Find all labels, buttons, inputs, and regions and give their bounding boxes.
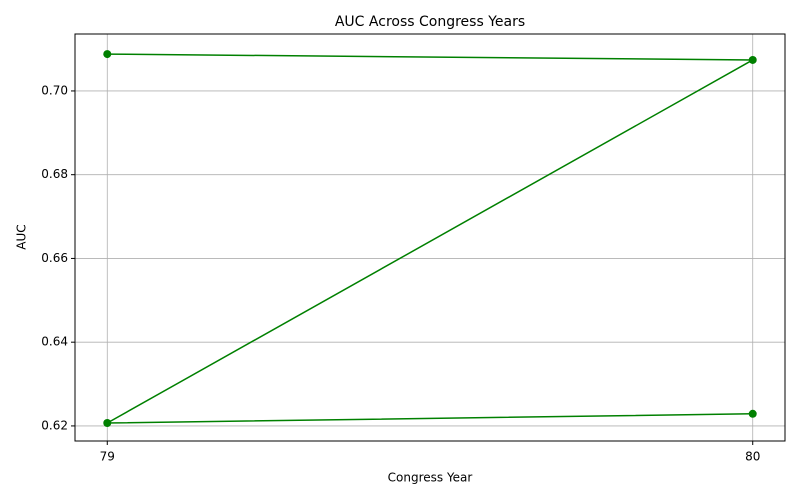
chart-title: AUC Across Congress Years [335,14,525,30]
y-axis-label: AUC [15,224,29,249]
x-axis-label: Congress Year [388,471,473,485]
y-tick-label: 0.66 [41,251,68,265]
y-tick-label: 0.70 [41,83,68,97]
data-point [748,55,757,64]
data-point [103,50,112,59]
x-tick-label: 80 [745,450,760,464]
plot-frame [74,33,786,442]
y-tick-label: 0.68 [41,167,68,181]
y-tick-label: 0.64 [41,335,68,349]
data-line [106,53,756,424]
x-tick-label: 79 [100,450,115,464]
y-tick-label: 0.62 [41,418,68,432]
data-point [103,418,112,427]
data-point [748,409,757,418]
